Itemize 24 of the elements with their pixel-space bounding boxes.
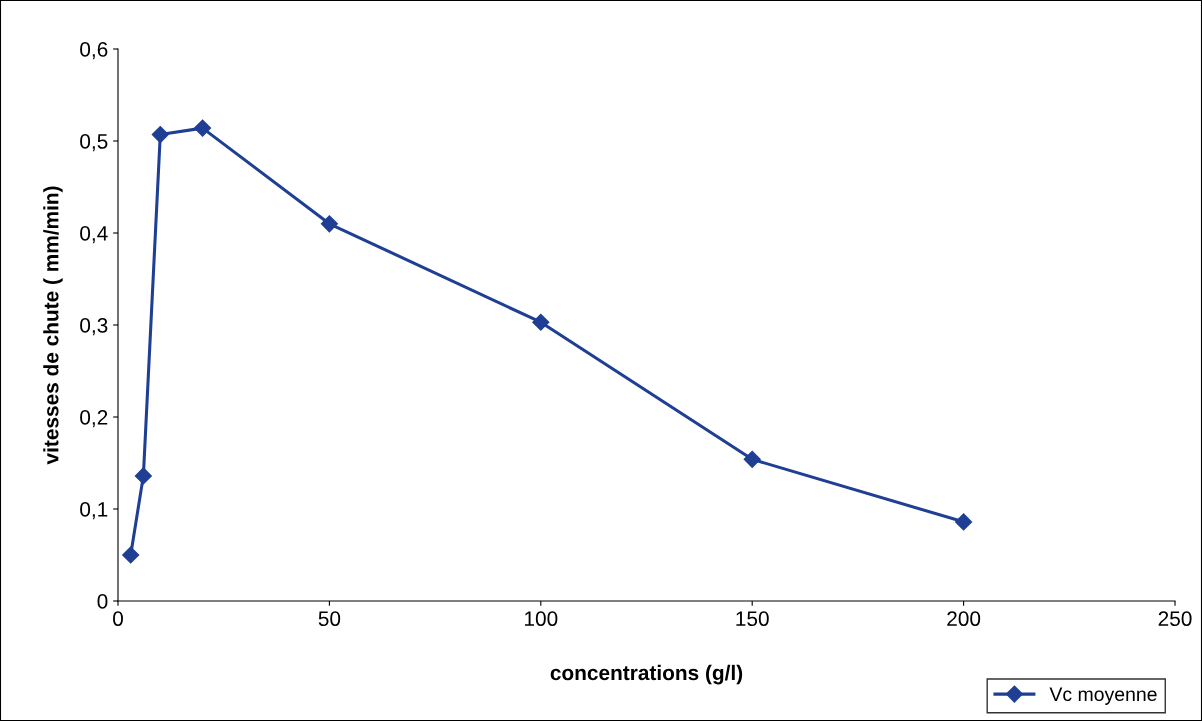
y-tick-label: 0 [97, 594, 108, 609]
point [122, 546, 140, 564]
y-axis-title: vitesses de chute ( mm/min) [43, 186, 63, 465]
x-axis-title: concentrations (g/l) [550, 664, 743, 685]
point [151, 126, 169, 144]
y-tick-label: 0,5 [80, 134, 108, 152]
point [134, 467, 152, 485]
x-tick-label: 50 [318, 611, 341, 627]
y-tick-label: 0,3 [80, 318, 108, 336]
y-tick-label: 0,2 [80, 410, 108, 428]
x-tick-label: 100 [525, 611, 558, 627]
point [532, 313, 550, 331]
y-tick-label: 0,4 [80, 226, 108, 244]
point [194, 119, 212, 137]
point [955, 513, 973, 531]
legend-label: Vc moyenne [1049, 687, 1157, 705]
y-tick-label: 0,1 [80, 502, 108, 520]
x-tick-label: 200 [947, 611, 981, 627]
point [320, 215, 338, 233]
point [743, 450, 761, 468]
x-tick-label: 150 [736, 611, 769, 627]
x-tick-label: 0 [113, 611, 123, 627]
x-tick-label: 250 [1158, 611, 1192, 627]
y-tick-label: 0,6 [80, 42, 108, 60]
